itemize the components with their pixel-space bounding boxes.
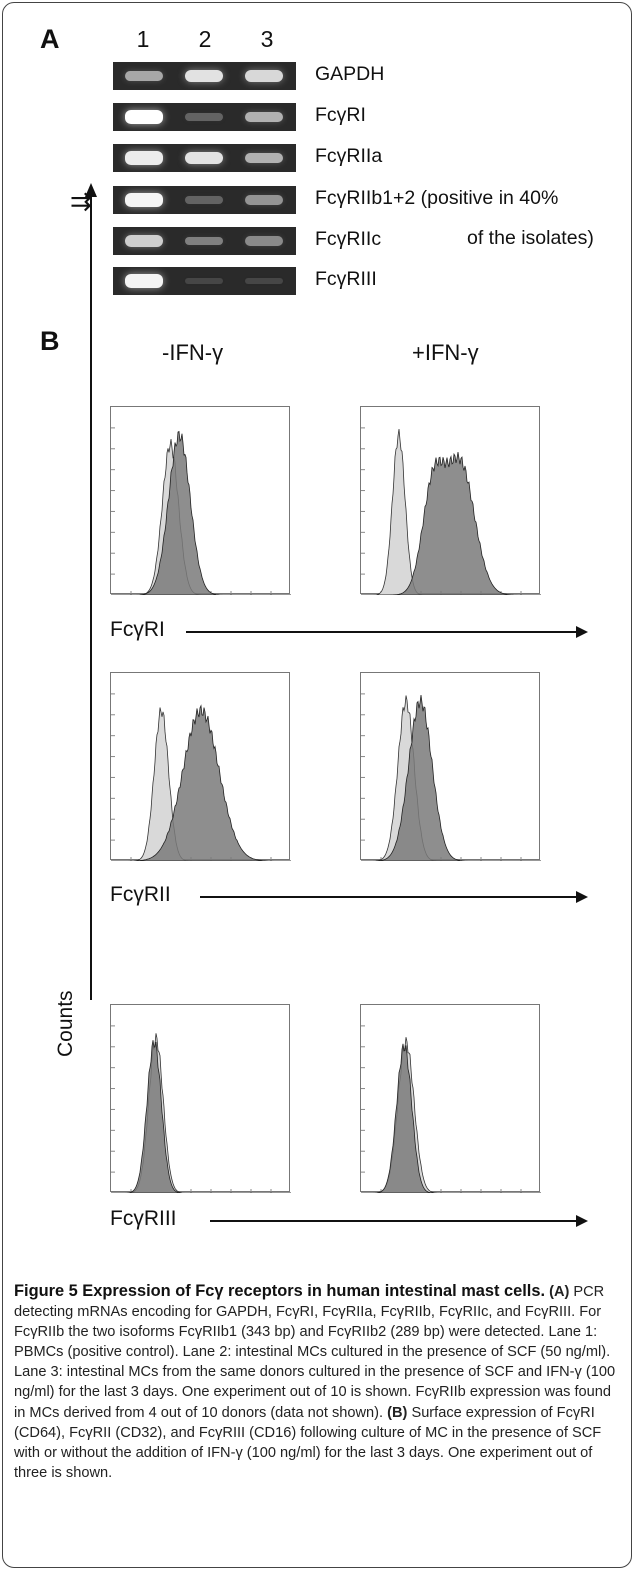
histogram-svg — [361, 1025, 541, 1193]
x-axis-label: FcγRII — [110, 883, 171, 906]
receptor-stained-histogram — [111, 430, 291, 595]
gel-band — [185, 151, 223, 165]
y-axis-line — [90, 195, 92, 1080]
gel-strip — [113, 103, 296, 131]
receptor-stained-histogram — [361, 695, 541, 861]
gene-label: GAPDH — [315, 63, 385, 85]
gel-band — [185, 113, 223, 121]
gene-label: FcγRIIc — [315, 228, 382, 250]
lane-number: 3 — [260, 26, 274, 52]
gel-band — [125, 193, 163, 207]
lane-number: 2 — [198, 26, 212, 52]
y-axis-arrowhead — [85, 183, 97, 197]
gel-band — [185, 277, 223, 285]
histogram-svg — [361, 693, 541, 861]
gel-band — [245, 277, 283, 285]
caption-text: PCR detecting mRNAs encoding for GAPDH, … — [14, 1284, 616, 1421]
gel-strip — [113, 62, 296, 90]
gel-band — [245, 195, 283, 205]
caption-title: Figure 5 Expression of Fcγ receptors in … — [14, 1282, 546, 1300]
isotype-control-histogram — [361, 428, 541, 595]
isotype-control-histogram — [111, 707, 291, 861]
lane-number: 1 — [136, 26, 150, 52]
gel-band — [185, 69, 223, 83]
gel-band — [125, 70, 163, 82]
gel-band — [125, 235, 163, 247]
x-axis-line — [186, 631, 576, 633]
figure-caption: Figure 5 Expression of Fcγ receptors in … — [14, 1281, 618, 1483]
x-axis-line — [200, 896, 576, 898]
gel-band — [245, 111, 283, 123]
gel-band — [125, 151, 163, 165]
y-axis-label-gap — [84, 1000, 100, 1118]
caption-panel-ref: (A) — [549, 1284, 570, 1300]
gene-label: FcγRIIa — [315, 145, 383, 167]
gene-note: of the isolates) — [467, 227, 594, 249]
histogram-plot — [110, 672, 291, 861]
gel-strip — [113, 267, 296, 295]
histogram-svg — [111, 1025, 291, 1193]
x-axis-arrowhead — [576, 891, 588, 903]
isotype-control-histogram — [361, 1037, 541, 1193]
histogram-plot — [360, 1004, 541, 1193]
gel-band — [245, 69, 283, 83]
histogram-svg — [111, 427, 291, 595]
histogram-plot — [360, 672, 541, 861]
column-header: +IFN-γ — [412, 340, 479, 365]
gel-band — [245, 152, 283, 164]
caption-panel-ref: (B) — [387, 1404, 408, 1421]
y-axis-label: Counts — [54, 990, 77, 1057]
gel-band — [185, 196, 223, 204]
gel-band — [125, 110, 163, 124]
x-axis-arrowhead — [576, 1215, 588, 1227]
receptor-stained-histogram — [111, 704, 291, 861]
receptor-stained-histogram — [361, 1043, 541, 1193]
receptor-stained-histogram — [111, 1040, 291, 1193]
panel-a-label: A — [40, 24, 60, 54]
isotype-control-histogram — [111, 1033, 291, 1193]
histogram-plot — [110, 406, 291, 595]
receptor-stained-histogram — [361, 452, 541, 595]
histogram-plot — [360, 406, 541, 595]
gene-label: FcγRI — [315, 104, 366, 126]
histogram-plot — [110, 1004, 291, 1193]
column-header: -IFN-γ — [162, 340, 224, 365]
gel-strip — [113, 227, 296, 255]
caption-text: Surface expression of FcγRI (CD64), FcγR… — [14, 1404, 602, 1481]
gene-label: FcγRIIb1+2 (positive in 40% — [315, 187, 559, 209]
gel-strip — [113, 144, 296, 172]
x-axis-arrowhead — [576, 626, 588, 638]
histogram-svg — [361, 427, 541, 595]
panel-b-label: B — [40, 326, 60, 356]
gene-label: FcγRIII — [315, 268, 377, 290]
x-axis-line — [210, 1220, 576, 1222]
gel-strip — [113, 186, 296, 214]
gel-band — [185, 236, 223, 246]
isotype-control-histogram — [361, 695, 541, 861]
x-axis-label: FcγRIII — [110, 1207, 177, 1230]
gel-band — [125, 274, 163, 288]
gel-band — [245, 236, 283, 246]
x-axis-label: FcγRI — [110, 618, 165, 641]
histogram-svg — [111, 693, 291, 861]
